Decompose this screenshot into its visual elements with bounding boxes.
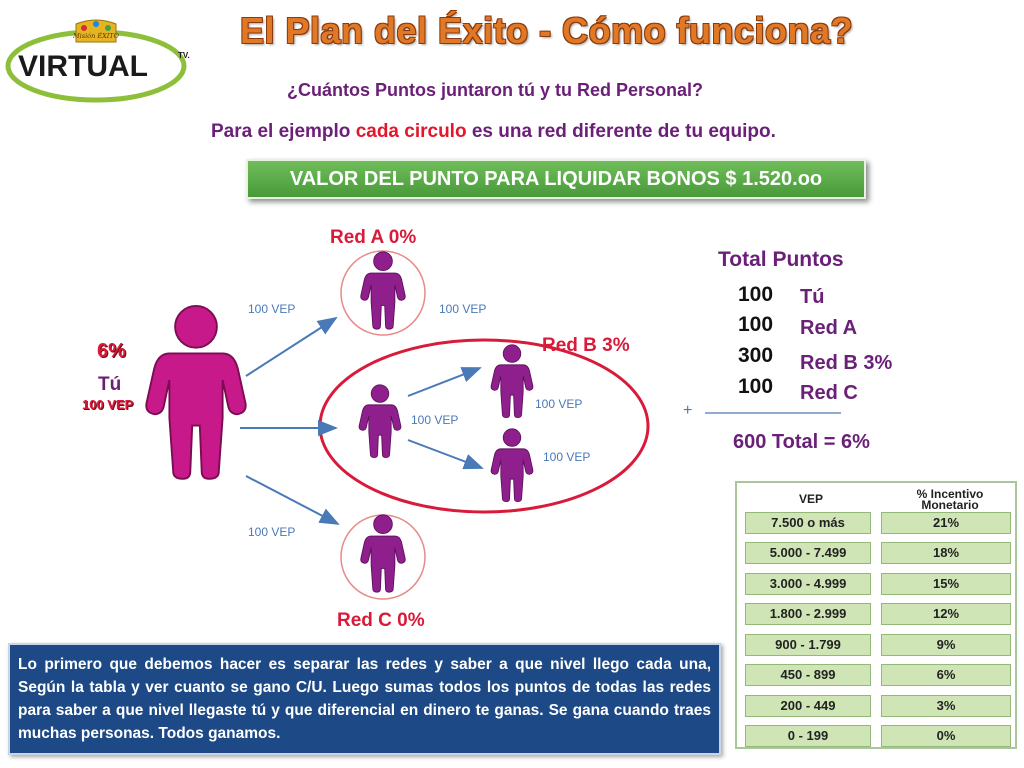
table-header-pct-line1: % Incentivo <box>916 487 984 501</box>
table-row: 7.500 o más 21% <box>745 512 1011 534</box>
virtual-logo: Misión ÉXITO VIRTUAL TV. <box>5 19 190 103</box>
person-red-b-sub1-icon <box>490 344 534 419</box>
point-value-banner: VALOR DEL PUNTO PARA LIQUIDAR BONOS $ 1.… <box>246 159 866 199</box>
table-cell-vep: 900 - 1.799 <box>745 634 871 656</box>
arrow-to-red-b-lower <box>407 439 484 470</box>
you-label: Tú <box>98 374 122 395</box>
plus-sign: + <box>683 402 693 419</box>
logo-brand: VIRTUAL <box>18 50 148 83</box>
person-red-a-icon <box>360 251 406 330</box>
red-a-circle <box>340 250 426 336</box>
total-name-red-a: Red A <box>800 317 858 339</box>
you-vep: 100 VEP <box>82 397 134 412</box>
explanation-highlight: cada circulo <box>355 121 467 142</box>
red-c-label: Red C 0% <box>337 610 425 631</box>
table-cell-vep: 0 - 199 <box>745 725 871 747</box>
vep-label-a-left: 100 VEP <box>248 302 296 316</box>
totals-result: 600 Total = 6% <box>733 431 870 453</box>
person-red-c-icon <box>360 514 406 593</box>
total-points-red-c: 100 <box>738 375 774 398</box>
total-points-red-b: 300 <box>738 344 774 367</box>
table-row: 200 - 449 3% <box>745 695 1011 717</box>
table-cell-pct: 9% <box>881 634 1011 656</box>
table-cell-pct: 18% <box>881 542 1011 564</box>
logo-top-text: Misión ÉXITO <box>72 31 120 40</box>
table-cell-vep: 7.500 o más <box>745 512 871 534</box>
total-name-red-c: Red C <box>800 382 858 404</box>
total-name-tu: Tú <box>800 286 825 308</box>
table-cell-vep: 200 - 449 <box>745 695 871 717</box>
table-row: 5.000 - 7.499 18% <box>745 542 1011 564</box>
table-row: 3.000 - 4.999 15% <box>745 573 1011 595</box>
you-percent: 6% <box>97 340 126 362</box>
subtitle: ¿Cuántos Puntos juntaron tú y tu Red Per… <box>287 80 704 100</box>
explanation-line: Para el ejemplo cada circulo es una red … <box>211 121 776 143</box>
red-b-label: Red B 3% <box>542 335 630 356</box>
page-title: El Plan del Éxito - Cómo funciona? <box>240 10 854 51</box>
incentive-table: VEP % Incentivo Monetario 7.500 o más 21… <box>735 481 1017 749</box>
table-row: 900 - 1.799 9% <box>745 634 1011 656</box>
vep-label-c: 100 VEP <box>248 525 296 539</box>
table-row: 1.800 - 2.999 12% <box>745 603 1011 625</box>
table-cell-pct: 12% <box>881 603 1011 625</box>
vep-label-b-center: 100 VEP <box>411 413 459 427</box>
table-cell-pct: 21% <box>881 512 1011 534</box>
explanation-note: Lo primero que debemos hacer es separar … <box>8 643 721 755</box>
table-cell-pct: 15% <box>881 573 1011 595</box>
vep-label-b-upper: 100 VEP <box>535 397 583 411</box>
arrow-to-red-b-upper <box>407 367 482 397</box>
vep-label-b-lower: 100 VEP <box>543 450 591 464</box>
table-header-pct-line2: Monetario <box>921 498 979 512</box>
vep-label-a-right: 100 VEP <box>439 302 487 316</box>
table-row: 0 - 199 0% <box>745 725 1011 747</box>
explanation-before: Para el ejemplo <box>211 121 356 142</box>
person-red-b-sub2-icon <box>490 428 534 503</box>
arrow-to-red-c <box>245 475 340 525</box>
person-red-b-icon <box>358 384 402 459</box>
table-cell-pct: 6% <box>881 664 1011 686</box>
table-cell-pct: 3% <box>881 695 1011 717</box>
person-you-icon <box>145 304 247 480</box>
total-points-red-a: 100 <box>738 313 774 336</box>
explanation-after: es una red diferente de tu equipo. <box>466 121 776 142</box>
totals-heading: Total Puntos <box>718 248 844 271</box>
table-cell-pct: 0% <box>881 725 1011 747</box>
logo-tv: TV. <box>178 51 190 60</box>
table-cell-vep: 5.000 - 7.499 <box>745 542 871 564</box>
table-row: 450 - 899 6% <box>745 664 1011 686</box>
arrow-to-red-a <box>245 316 338 377</box>
total-name-red-b: Red B 3% <box>800 352 893 374</box>
table-header-vep: VEP <box>798 492 823 506</box>
total-points-tu: 100 <box>738 283 774 306</box>
table-cell-vep: 450 - 899 <box>745 664 871 686</box>
table-cell-vep: 1.800 - 2.999 <box>745 603 871 625</box>
table-cell-vep: 3.000 - 4.999 <box>745 573 871 595</box>
red-a-label: Red A 0% <box>330 227 417 248</box>
